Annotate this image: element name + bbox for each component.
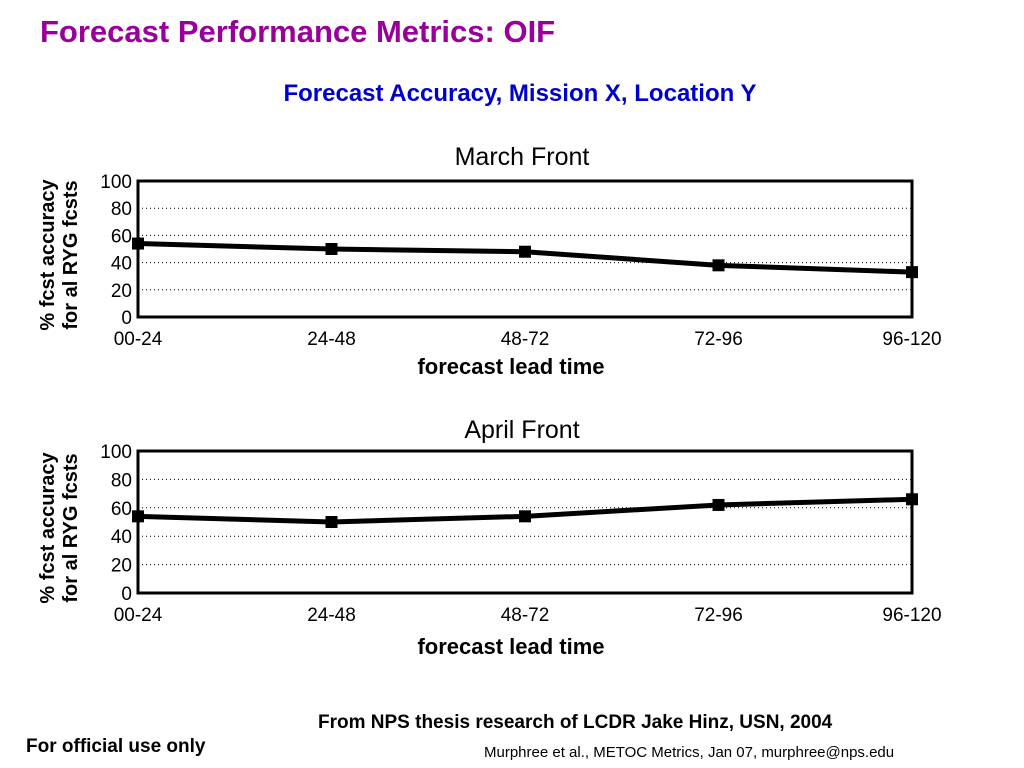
y-axis-label-line: for al RYG fcsts bbox=[60, 180, 82, 329]
slide-title: Forecast Performance Metrics: OIF bbox=[40, 14, 556, 49]
chart-1: March Front 0 20 40 60 80 100 00-24 24-48 48-72 72… bbox=[37, 143, 942, 379]
x-tick-label: 24-48 bbox=[307, 605, 356, 626]
x-tick-label: 48-72 bbox=[501, 329, 550, 350]
x-tick-label: 72-96 bbox=[694, 329, 743, 350]
data-point bbox=[906, 493, 918, 506]
y-axis-label-line: for al RYG fcsts bbox=[60, 453, 82, 602]
slide-subtitle: Forecast Accuracy, Mission X, Location Y bbox=[283, 80, 757, 107]
official-use-notice: For official use only bbox=[26, 736, 206, 757]
chart-2: April Front 0 20 40 60 80 100 00-24 24-48 48-72 72… bbox=[37, 416, 942, 659]
y-tick-label: 40 bbox=[111, 527, 132, 548]
data-point bbox=[132, 237, 144, 250]
y-tick-label: 80 bbox=[111, 199, 132, 220]
x-tick-label: 24-48 bbox=[307, 329, 356, 350]
y-tick-label: 80 bbox=[111, 470, 132, 491]
y-tick-label: 60 bbox=[111, 226, 132, 247]
data-point bbox=[712, 498, 725, 511]
x-tick-label: 00-24 bbox=[114, 329, 163, 350]
y-axis-label-line: % fcst accuracy bbox=[37, 452, 59, 604]
data-point bbox=[519, 245, 531, 258]
data-point bbox=[325, 243, 338, 255]
y-tick-label: 20 bbox=[111, 556, 132, 577]
x-axis-label: forecast lead time bbox=[417, 634, 604, 659]
data-point bbox=[906, 266, 918, 279]
chart-title: April Front bbox=[464, 416, 579, 444]
footer-citation: Murphree et al., METOC Metrics, Jan 07, … bbox=[484, 744, 895, 761]
data-point bbox=[712, 259, 725, 272]
y-tick-label: 100 bbox=[100, 172, 132, 193]
y-tick-label: 100 bbox=[100, 442, 132, 463]
data-point bbox=[519, 510, 531, 523]
y-tick-label: 0 bbox=[121, 308, 132, 329]
y-tick-label: 20 bbox=[111, 281, 132, 302]
x-axis-label: forecast lead time bbox=[417, 354, 604, 379]
y-tick-label: 0 bbox=[121, 584, 132, 605]
y-axis-label: % fcst accuracyfor al RYG fcsts bbox=[37, 179, 82, 331]
y-axis-label-line: % fcst accuracy bbox=[37, 179, 59, 331]
data-point bbox=[325, 516, 338, 528]
y-tick-label: 40 bbox=[111, 254, 132, 275]
chart-title: March Front bbox=[455, 143, 590, 171]
x-tick-label: 00-24 bbox=[114, 605, 163, 626]
data-point bbox=[132, 510, 144, 523]
research-credit: From NPS thesis research of LCDR Jake Hi… bbox=[318, 712, 833, 733]
x-tick-label: 72-96 bbox=[694, 605, 743, 626]
x-tick-label: 96-120 bbox=[882, 329, 941, 350]
x-tick-label: 48-72 bbox=[501, 605, 550, 626]
x-tick-label: 96-120 bbox=[882, 605, 941, 626]
y-tick-label: 60 bbox=[111, 499, 132, 520]
y-axis-label: % fcst accuracyfor al RYG fcsts bbox=[37, 452, 82, 604]
